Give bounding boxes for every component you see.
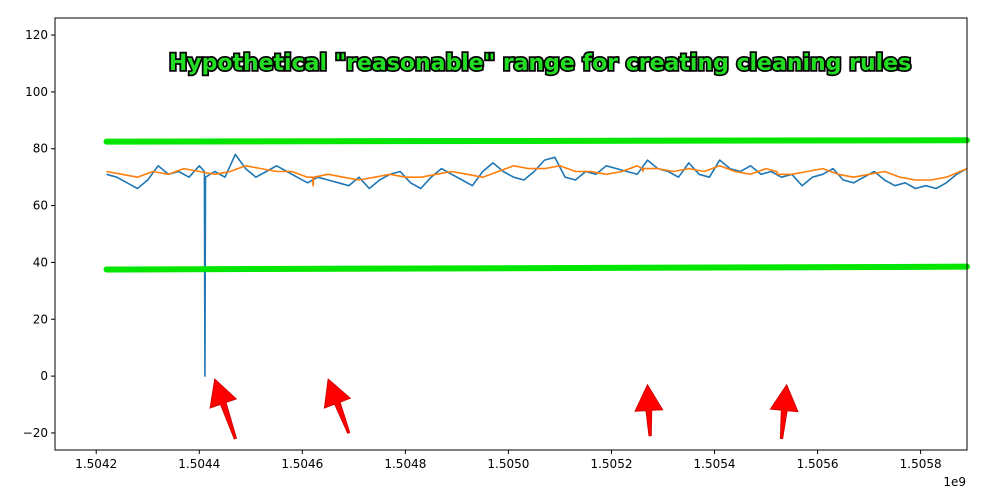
x-tick-label: 1.5050 — [487, 457, 529, 471]
x-tick-label: 1.5052 — [590, 457, 632, 471]
y-tick-label: −20 — [23, 426, 48, 440]
series-layer — [106, 153, 968, 377]
x-tick-label: 1.5054 — [694, 457, 736, 471]
lower-range-line — [103, 263, 970, 273]
y-tick-label: 0 — [40, 369, 48, 383]
x-axis: 1.5042 1.5044 1.5046 1.5048 1.5050 1.5052 1.50… — [75, 450, 942, 471]
y-tick-label: 100 — [25, 85, 48, 99]
y-axis: −20 0 20 40 60 80 100 120 — [23, 28, 55, 440]
upper-range-line — [103, 137, 970, 145]
x-scale-label: 1e9 — [943, 475, 966, 489]
y-tick-label: 40 — [33, 255, 48, 269]
y-tick-label: 20 — [33, 312, 48, 326]
series-line-2 — [106, 165, 968, 187]
arrow-4 — [769, 383, 799, 440]
arrow-shape — [769, 383, 799, 440]
plot-area — [55, 18, 967, 450]
x-tick-label: 1.5046 — [281, 457, 323, 471]
y-tick-label: 60 — [33, 199, 48, 213]
arrow-shape — [209, 378, 238, 440]
x-tick-label: 1.5042 — [75, 457, 117, 471]
annotation-text: Hypothetical "reasonable" range for crea… — [169, 51, 911, 76]
series-line-1 — [106, 153, 968, 377]
x-tick-label: 1.5048 — [384, 457, 426, 471]
x-tick-label: 1.5044 — [178, 457, 220, 471]
plot-frame — [54, 17, 968, 451]
arrows-layer — [209, 378, 799, 440]
arrow-shape — [634, 383, 664, 437]
arrow-2 — [323, 378, 352, 434]
arrow-shape — [323, 378, 352, 434]
arrow-1 — [209, 378, 238, 440]
y-tick-label: 80 — [33, 142, 48, 156]
y-tick-label: 120 — [25, 28, 48, 42]
x-tick-label: 1.5058 — [900, 457, 942, 471]
x-tick-label: 1.5056 — [797, 457, 839, 471]
arrow-3 — [634, 383, 664, 437]
range-lines-layer — [103, 137, 970, 273]
